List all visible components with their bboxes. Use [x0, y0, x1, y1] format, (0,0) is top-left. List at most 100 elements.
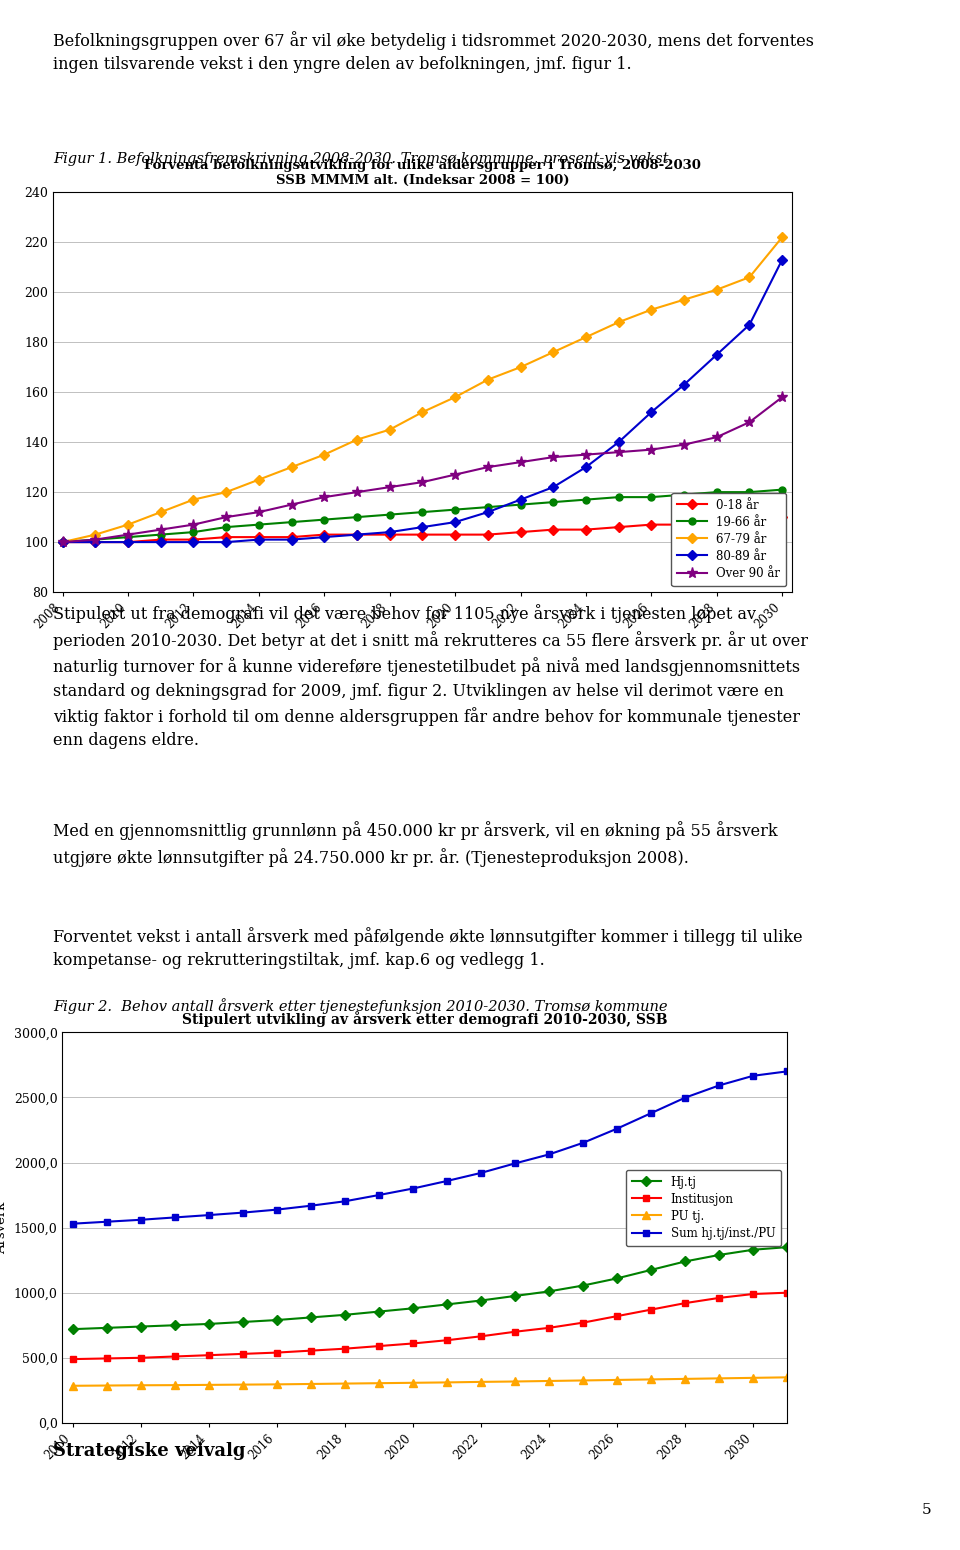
Sum hj.tj/inst./PU [169, 1207, 180, 1226]
Over 90 år [155, 521, 166, 539]
Hj.tj [612, 1269, 623, 1288]
Hj.tj [67, 1321, 79, 1339]
0-18 år [547, 521, 559, 539]
Hj.tj [543, 1282, 555, 1300]
Over 90 år [122, 525, 133, 544]
Over 90 år [547, 448, 559, 467]
67-79 år [155, 502, 166, 521]
Hj.tj [645, 1260, 657, 1279]
Over 90 år [515, 453, 526, 471]
Institusjon [373, 1336, 385, 1355]
Sum hj.tj/inst./PU [203, 1206, 214, 1224]
Hj.tj [135, 1318, 147, 1336]
Institusjon [645, 1300, 657, 1319]
0-18 år [777, 508, 788, 527]
Hj.tj [271, 1311, 282, 1330]
Sum hj.tj/inst./PU [67, 1214, 79, 1232]
Institusjon [612, 1307, 623, 1325]
PU tj. [67, 1376, 79, 1395]
Line: 19-66 år: 19-66 år [60, 487, 785, 546]
0-18 år [580, 521, 591, 539]
80-89 år [286, 530, 298, 549]
19-66 år [253, 515, 265, 533]
0-18 år [286, 529, 298, 547]
PU tj. [339, 1375, 350, 1393]
67-79 år [515, 358, 526, 377]
80-89 år [221, 533, 232, 552]
Sum hj.tj/inst./PU [135, 1211, 147, 1229]
Institusjon [748, 1285, 759, 1304]
0-18 år [482, 525, 493, 544]
Sum hj.tj/inst./PU [612, 1119, 623, 1138]
Text: 5: 5 [922, 1504, 931, 1517]
Sum hj.tj/inst./PU [237, 1203, 249, 1221]
80-89 år [319, 529, 330, 547]
PU tj. [475, 1373, 487, 1392]
67-79 år [122, 515, 133, 533]
67-79 år [57, 533, 68, 552]
0-18 år [221, 529, 232, 547]
Sum hj.tj/inst./PU [781, 1062, 793, 1080]
80-89 år [612, 432, 624, 451]
Over 90 år [384, 477, 396, 496]
Line: Institusjon: Institusjon [69, 1290, 791, 1362]
19-66 år [57, 533, 68, 552]
19-66 år [711, 484, 723, 502]
67-79 år [777, 228, 788, 246]
0-18 år [679, 515, 690, 533]
Sum hj.tj/inst./PU [577, 1133, 588, 1152]
67-79 år [253, 470, 265, 488]
Line: 67-79 år: 67-79 år [60, 234, 785, 546]
Institusjon [135, 1348, 147, 1367]
Institusjon [577, 1313, 588, 1331]
PU tj. [407, 1373, 419, 1392]
19-66 år [679, 485, 690, 504]
Line: PU tj.: PU tj. [68, 1373, 791, 1390]
0-18 år [155, 530, 166, 549]
Institusjon [509, 1322, 520, 1341]
PU tj. [713, 1369, 725, 1387]
Text: Figur 1. Befolkningsfremskrivning 2008-2030. Tromsø kommune, prosent-vis vekst.: Figur 1. Befolkningsfremskrivning 2008-2… [53, 152, 673, 166]
Hj.tj [442, 1296, 453, 1314]
PU tj. [442, 1373, 453, 1392]
Institusjon [67, 1350, 79, 1369]
Institusjon [237, 1344, 249, 1362]
PU tj. [748, 1369, 759, 1387]
0-18 år [351, 525, 363, 544]
67-79 år [351, 431, 363, 449]
Hj.tj [101, 1319, 112, 1338]
Text: Befolkningsgruppen over 67 år vil øke betydelig i tidsrommet 2020-2030, mens det: Befolkningsgruppen over 67 år vil øke be… [53, 31, 814, 73]
80-89 år [417, 518, 428, 536]
Text: Strategiske veivalg: Strategiske veivalg [53, 1442, 246, 1460]
19-66 år [319, 510, 330, 529]
Sum hj.tj/inst./PU [101, 1212, 112, 1231]
0-18 år [89, 533, 101, 552]
67-79 år [89, 525, 101, 544]
Over 90 år [482, 457, 493, 476]
80-89 år [679, 375, 690, 394]
67-79 år [612, 313, 624, 332]
67-79 år [286, 457, 298, 476]
19-66 år [612, 488, 624, 507]
67-79 år [679, 290, 690, 308]
67-79 år [580, 329, 591, 347]
Over 90 år [253, 502, 265, 521]
19-66 år [777, 480, 788, 499]
Line: Sum hj.tj/inst./PU: Sum hj.tj/inst./PU [69, 1068, 791, 1228]
Institusjon [203, 1345, 214, 1364]
0-18 år [319, 525, 330, 544]
80-89 år [645, 403, 657, 422]
0-18 år [515, 522, 526, 541]
PU tj. [135, 1376, 147, 1395]
PU tj. [680, 1370, 691, 1389]
Hj.tj [713, 1246, 725, 1265]
80-89 år [580, 457, 591, 476]
PU tj. [101, 1376, 112, 1395]
67-79 år [384, 420, 396, 439]
0-18 år [188, 530, 200, 549]
Sum hj.tj/inst./PU [305, 1197, 317, 1215]
Institusjon [781, 1283, 793, 1302]
Sum hj.tj/inst./PU [543, 1145, 555, 1164]
80-89 år [711, 346, 723, 364]
80-89 år [57, 533, 68, 552]
